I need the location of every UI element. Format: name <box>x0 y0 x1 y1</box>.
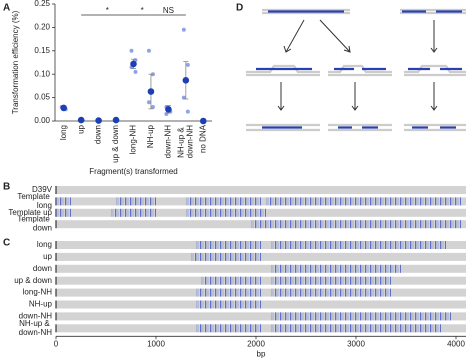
track-label: Template down <box>17 215 52 233</box>
x-tick-label: 4000 <box>447 339 465 348</box>
variant-region <box>201 276 261 285</box>
replicate-point <box>146 100 151 105</box>
track-label: NH-up <box>29 300 53 309</box>
x-tick-label: up & down <box>111 125 120 163</box>
mean-point <box>199 117 207 125</box>
variant-region <box>196 300 261 309</box>
mean-point <box>165 106 172 113</box>
variant-region <box>271 312 451 321</box>
significance-label: NS <box>163 6 174 15</box>
x-tick-label: down <box>94 125 103 144</box>
x-tick-label: down-NH <box>163 125 172 159</box>
variant-region <box>271 264 401 273</box>
variant-region <box>271 324 441 333</box>
replicate-point <box>181 95 186 100</box>
panel-label: C <box>3 238 10 249</box>
variant-region <box>196 324 261 333</box>
mean-point <box>147 88 155 95</box>
replicate-point <box>181 27 186 32</box>
variant-region <box>56 197 71 206</box>
x-tick-label: long <box>59 125 68 140</box>
x-tick-label: 0 <box>54 339 59 348</box>
variant-region <box>186 208 266 217</box>
track-label: D39V <box>32 185 53 194</box>
mean-point <box>95 117 102 124</box>
replicate-point <box>185 109 190 114</box>
track <box>56 186 466 194</box>
variant-region <box>196 241 261 249</box>
track-label: down <box>33 264 52 273</box>
mean-point <box>112 116 120 124</box>
variant-region <box>251 220 461 229</box>
replicate-point <box>133 69 138 74</box>
y-tick-label: 0.15 <box>34 46 50 55</box>
y-tick-label: 0.05 <box>34 93 50 102</box>
mean-point <box>77 116 85 124</box>
variant-region <box>191 252 261 261</box>
y-tick-label: 0.00 <box>34 116 50 125</box>
mean-point <box>182 76 190 84</box>
mean-point <box>60 104 68 112</box>
track-label: up <box>43 252 52 261</box>
y-tick-label: 0.25 <box>34 0 50 8</box>
x-tick-label: no DNA <box>198 124 207 153</box>
replicate-point <box>164 111 169 116</box>
schematic <box>246 8 466 132</box>
significance-label: * <box>106 6 109 15</box>
variant-region <box>271 288 391 297</box>
variant-region <box>111 208 156 217</box>
x-tick-label: 2000 <box>247 339 265 348</box>
replicate-point <box>150 104 155 109</box>
variant-region <box>196 288 261 297</box>
panel-label: D <box>236 3 243 14</box>
y-tick-label: 0.10 <box>34 69 50 78</box>
variant-region <box>186 197 261 206</box>
significance-label: * <box>141 6 144 15</box>
replicate-point <box>146 48 151 53</box>
x-tick-label: up <box>76 124 85 133</box>
variant-region <box>56 208 71 217</box>
variant-region <box>271 241 446 249</box>
variant-region <box>271 276 391 285</box>
track-label: Template long <box>17 192 52 210</box>
track-label: down-NH <box>19 312 53 321</box>
panel-label: B <box>3 182 10 193</box>
track-label: NH-up & down-NH <box>19 319 53 337</box>
variant-region <box>266 197 461 206</box>
x-tick-label: NH-up & down-NH <box>176 125 194 159</box>
replicate-point <box>185 62 190 67</box>
x-tick-label: 3000 <box>347 339 365 348</box>
track-label: long <box>37 240 52 249</box>
x-tick-label: long-NH <box>129 125 138 155</box>
replicate-point <box>129 48 134 53</box>
y-axis-label: Transformation efficiency (%) <box>11 10 20 114</box>
x-axis-label: Fragment(s) transformed <box>89 167 177 176</box>
x-axis-label: bp <box>257 349 266 358</box>
track <box>56 312 466 321</box>
track-label: Template up <box>8 208 52 217</box>
y-tick-label: 0.20 <box>34 23 50 32</box>
x-tick-label: NH-up <box>146 124 155 148</box>
variant-region <box>116 197 156 206</box>
x-tick-label: 1000 <box>147 339 165 348</box>
track-label: long-NH <box>23 288 53 297</box>
track <box>56 264 466 273</box>
mean-point <box>130 60 137 68</box>
panel-label: A <box>3 3 10 14</box>
track-label: up & down <box>14 276 52 285</box>
